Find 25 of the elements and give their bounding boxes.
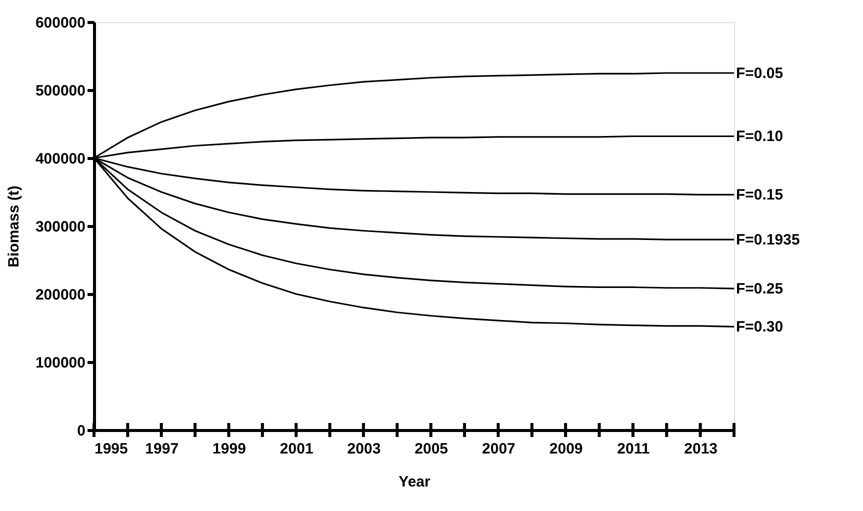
series-label: F=0.30 [736, 318, 784, 336]
y-tick-label: 200000 [35, 286, 86, 304]
series-label: F=0.10 [736, 128, 784, 146]
series-label: F=0.05 [736, 65, 784, 82]
x-tick-label: 2001 [280, 440, 314, 458]
x-tick-label: 2013 [684, 440, 718, 458]
x-tick-label: 2011 [617, 440, 650, 458]
x-tick-label: 1997 [145, 440, 179, 458]
y-axis-title: Biomass (t) [5, 186, 22, 268]
y-tick-label: 100000 [35, 354, 86, 372]
x-axis-title: Year [398, 474, 431, 490]
x-tick-label: 2007 [482, 440, 516, 458]
series-label: F=0.1935 [736, 232, 800, 249]
y-tick-label: 500000 [35, 82, 86, 100]
y-tick-label: 0 [77, 422, 86, 440]
y-tick-label: 400000 [35, 150, 86, 168]
x-tick-label: 2003 [347, 440, 381, 458]
x-tick-label: 1999 [212, 440, 246, 458]
x-tick-label: 2005 [414, 440, 448, 458]
y-tick-label: 300000 [35, 218, 86, 236]
x-tick-label: 1995 [94, 440, 128, 458]
x-tick-label: 2009 [549, 440, 583, 458]
y-tick-label: 600000 [35, 14, 86, 32]
series-label: F=0.15 [736, 186, 784, 204]
series-label: F=0.25 [736, 280, 784, 298]
